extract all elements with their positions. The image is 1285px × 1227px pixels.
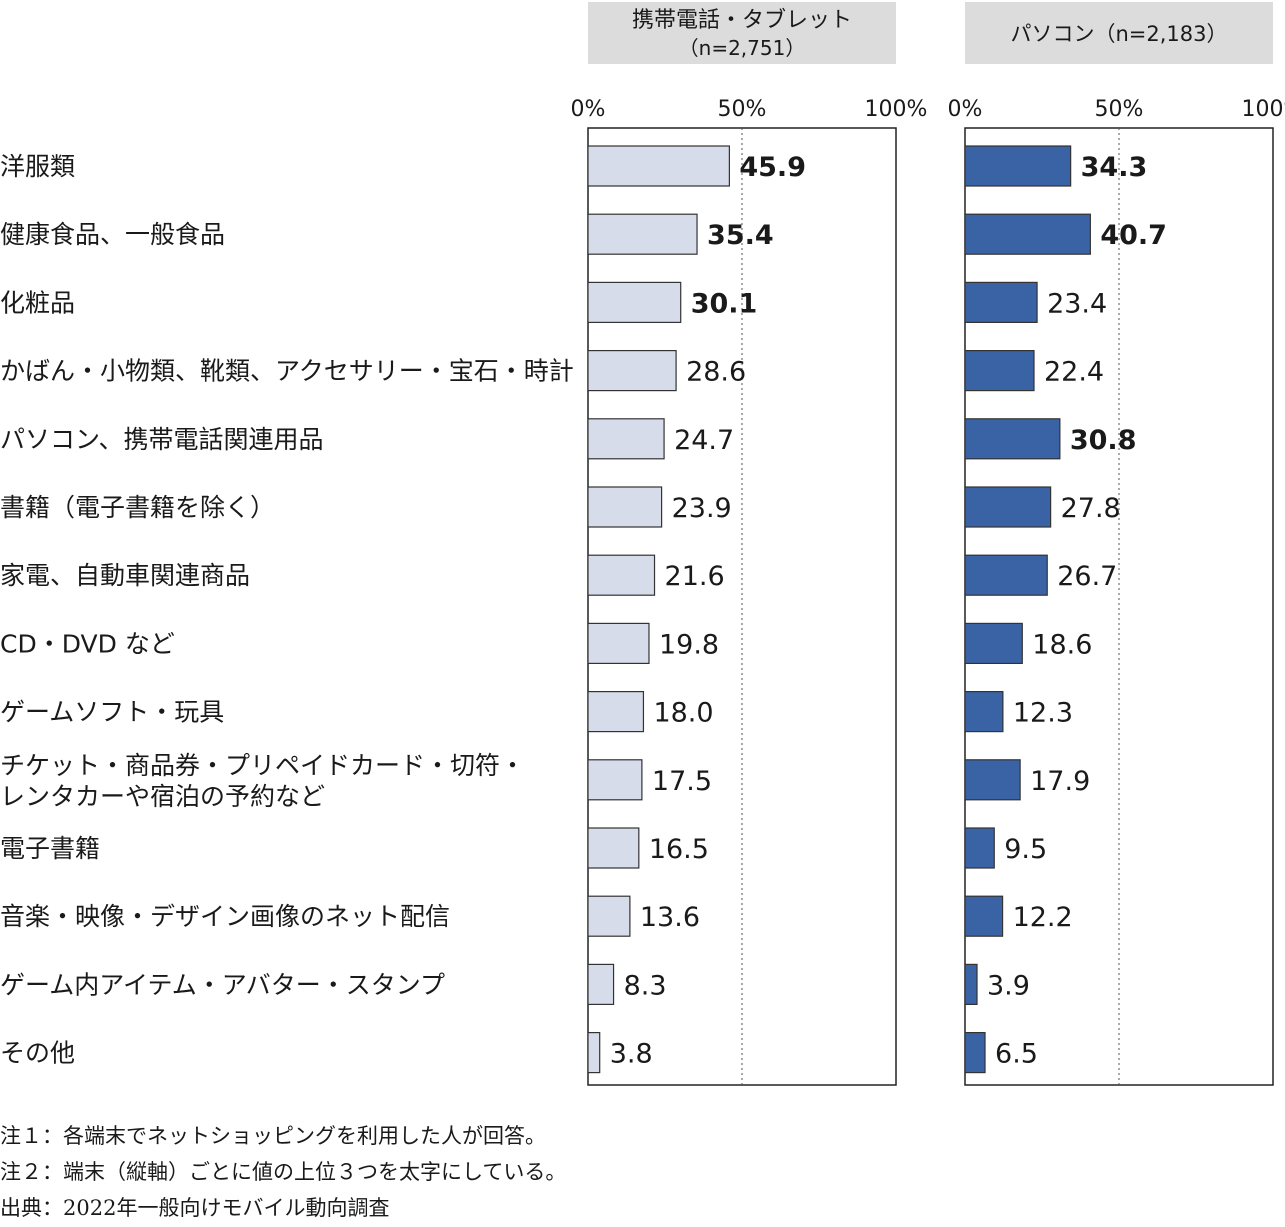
x-tick-label: 50% — [1095, 97, 1144, 122]
bar-value-label: 30.8 — [1070, 425, 1137, 456]
x-tick-label: 100% — [1242, 97, 1285, 122]
category-label: 書籍（電子書籍を除く） — [0, 493, 275, 522]
bar — [587, 281, 682, 323]
bar — [587, 350, 677, 392]
bar — [587, 759, 643, 801]
plot-frame — [964, 127, 1274, 1086]
bar — [587, 418, 665, 460]
panel-subtitle: （n=2,751） — [679, 36, 806, 60]
bar — [964, 418, 1061, 460]
panel-header — [588, 2, 896, 64]
bar-value-label: 35.4 — [707, 220, 774, 251]
category-label-line: レンタカーや宿泊の予約など — [0, 782, 325, 811]
bar — [964, 759, 1021, 801]
note-2: 注２：端末（縦軸）ごとに値の上位３つを太字にしている。 — [0, 1160, 567, 1184]
bar-value-label: 17.9 — [1030, 766, 1090, 797]
bar-value-label: 12.3 — [1013, 698, 1073, 729]
bar — [964, 554, 1048, 596]
bar — [964, 213, 1091, 255]
category-label: ゲームソフト・玩具 — [0, 698, 224, 727]
bar — [587, 486, 663, 528]
bar-value-label: 17.5 — [652, 766, 712, 797]
bar-value-label: 6.5 — [995, 1039, 1038, 1070]
bar-value-label: 18.6 — [1032, 629, 1092, 660]
bar-value-label: 27.8 — [1061, 493, 1121, 524]
category-label: かばん・小物類、靴類、アクセサリー・宝石・時計 — [0, 357, 574, 386]
category-label: 音楽・映像・デザイン画像のネット配信 — [0, 902, 450, 931]
bar — [964, 622, 1023, 665]
bar-value-label: 40.7 — [1100, 220, 1167, 251]
bar — [587, 213, 698, 255]
bar — [964, 895, 1004, 937]
bar — [587, 1031, 601, 1074]
bar — [587, 963, 615, 1006]
bar-value-label: 34.3 — [1081, 152, 1148, 183]
bar-value-label: 8.3 — [624, 970, 667, 1001]
category-label: 家電、自動車関連商品 — [0, 561, 250, 590]
category-label: パソコン、携帯電話関連用品 — [0, 425, 324, 454]
x-tick-label: 50% — [718, 97, 767, 122]
bar-value-label: 13.6 — [640, 902, 700, 933]
x-tick-label: 0% — [948, 97, 983, 122]
bar — [964, 690, 1004, 733]
bar-value-label: 16.5 — [649, 834, 709, 865]
category-label: その他 — [0, 1039, 75, 1068]
bar — [587, 690, 645, 733]
bar-value-label: 28.6 — [686, 357, 746, 388]
category-label: チケット・商品券・プリペイドカード・切符・レンタカーや宿泊の予約など — [0, 751, 525, 811]
bar — [964, 145, 1072, 187]
note-1: 注１：各端末でネットショッピングを利用した人が回答。 — [0, 1124, 546, 1148]
bar-value-label: 22.4 — [1044, 357, 1104, 388]
category-label: 洋服類 — [0, 152, 75, 181]
bar — [587, 895, 631, 937]
bar-value-label: 26.7 — [1057, 561, 1117, 592]
bar — [964, 350, 1035, 392]
bar — [587, 554, 656, 596]
bar — [964, 1031, 986, 1074]
x-tick-label: 100% — [865, 97, 928, 122]
panel-header — [965, 2, 1273, 64]
x-tick-label: 0% — [571, 97, 606, 122]
bar-value-label: 30.1 — [691, 288, 758, 319]
bar — [587, 622, 650, 665]
category-label: 電子書籍 — [0, 834, 100, 863]
bar-value-label: 19.8 — [659, 629, 719, 660]
category-label: 化粧品 — [0, 288, 75, 317]
panel-title: パソコン（n=2,183） — [1010, 22, 1227, 46]
plot-frame — [587, 127, 897, 1086]
bar-value-label: 12.2 — [1013, 902, 1073, 933]
bar — [964, 963, 978, 1006]
source-note: 出典：2022年一般向けモバイル動向調査 — [0, 1196, 390, 1220]
chart: 洋服類健康食品、一般食品化粧品かばん・小物類、靴類、アクセサリー・宝石・時計パソ… — [0, 2, 1285, 1086]
chart-notes: 注１：各端末でネットショッピングを利用した人が回答。 注２：端末（縦軸）ごとに値… — [0, 1118, 566, 1226]
bar-value-label: 23.9 — [672, 493, 732, 524]
bar-value-label: 18.0 — [653, 698, 713, 729]
bar — [964, 827, 995, 869]
category-label: CD・DVD など — [0, 629, 175, 658]
bar-value-label: 3.8 — [610, 1039, 653, 1070]
bar-value-label: 21.6 — [665, 561, 725, 592]
bar — [964, 281, 1038, 323]
bar-value-label: 45.9 — [739, 152, 806, 183]
panel-title: 携帯電話・タブレット — [632, 8, 852, 33]
category-label: ゲーム内アイテム・アバター・スタンプ — [0, 970, 445, 999]
category-label-line: チケット・商品券・プリペイドカード・切符・ — [0, 751, 525, 780]
bar-value-label: 24.7 — [674, 425, 734, 456]
bar-value-label: 9.5 — [1004, 834, 1047, 865]
bar-value-label: 3.9 — [987, 970, 1030, 1001]
bar-value-label: 23.4 — [1047, 288, 1107, 319]
category-label: 健康食品、一般食品 — [0, 220, 225, 249]
bar — [964, 486, 1052, 528]
bar — [587, 827, 640, 869]
bar — [587, 145, 730, 187]
